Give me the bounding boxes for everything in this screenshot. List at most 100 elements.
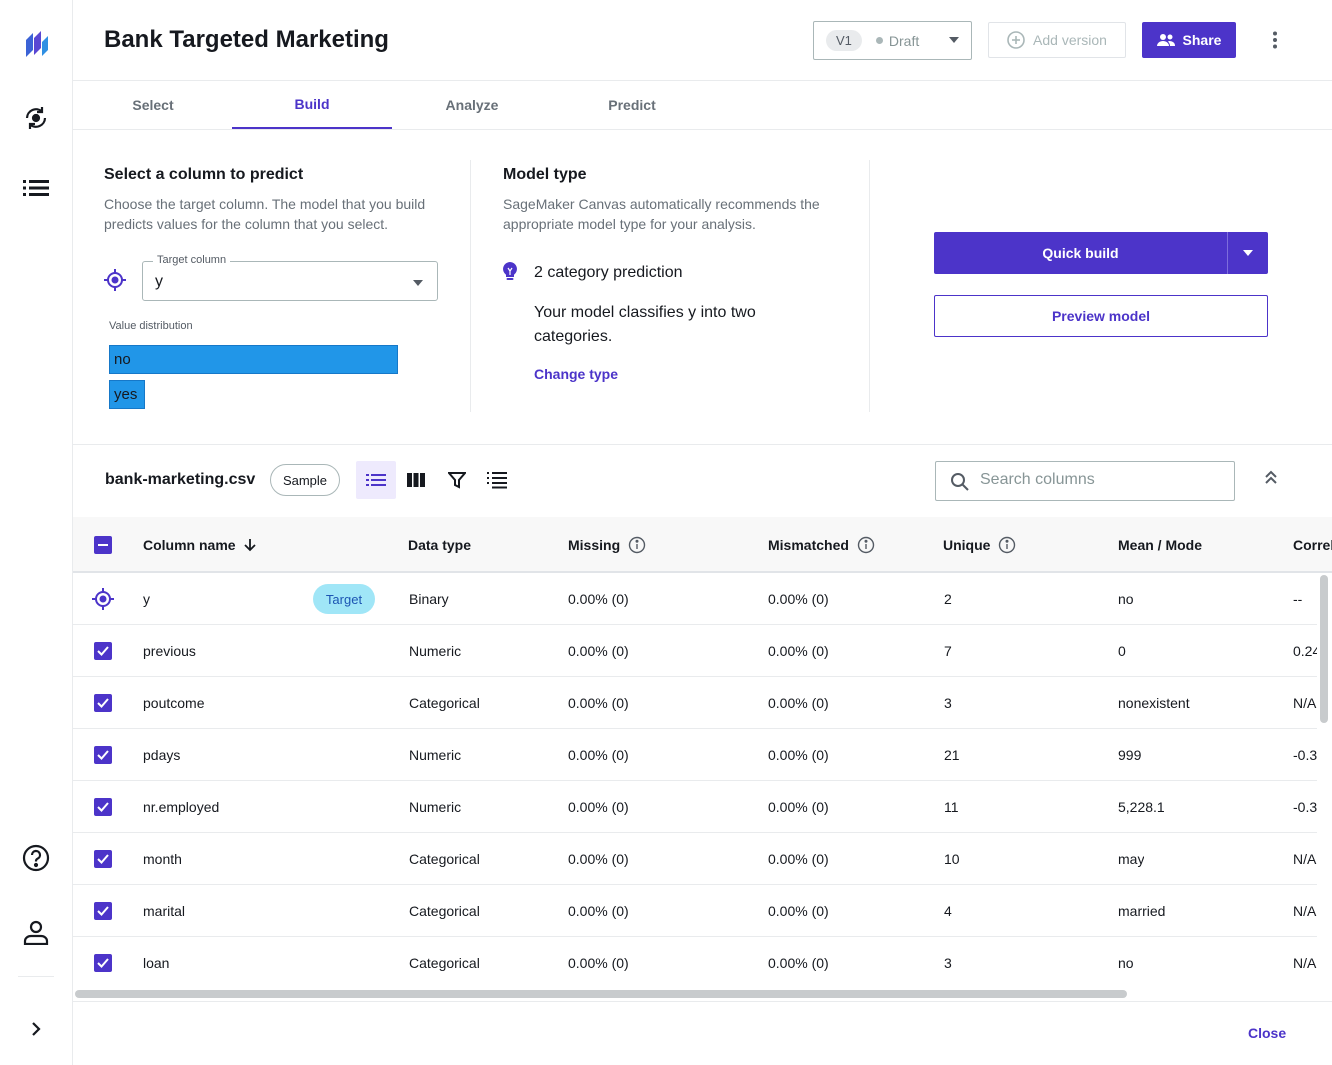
cell-data-type: Categorical (409, 903, 480, 919)
expand-icon[interactable] (20, 1013, 52, 1045)
models-icon[interactable] (20, 102, 52, 134)
list-view-icon (366, 474, 386, 486)
info-icon[interactable] (857, 536, 875, 554)
status-dot-icon (875, 37, 883, 44)
table-header: Column name Data type Missing Mismatched… (73, 517, 1332, 573)
datasets-icon[interactable] (20, 172, 52, 204)
cell-mismatched: 0.00% (0) (768, 903, 829, 919)
cell-data-type: Numeric (409, 643, 462, 659)
cell-mean-mode: 999 (1118, 747, 1142, 763)
model-type-section: Model type SageMaker Canvas automaticall… (503, 160, 843, 234)
target-badge: Target (313, 584, 375, 614)
cell-correlation: N/A (1293, 851, 1317, 867)
column-header-label: Missing (568, 537, 621, 553)
column-header-label: Unique (943, 537, 991, 553)
model-type-description: SageMaker Canvas automatically recommend… (503, 196, 820, 232)
info-icon[interactable] (998, 536, 1016, 554)
cell-unique: 10 (944, 851, 960, 867)
column-header-correlation[interactable]: Correl (1293, 517, 1332, 573)
column-header-label: Data type (408, 537, 472, 553)
cell-mismatched: 0.00% (0) (768, 851, 829, 867)
collapse-icon[interactable] (1263, 469, 1279, 490)
row-checkbox[interactable] (94, 746, 112, 764)
table-row[interactable]: marital Categorical 0.00% (0) 0.00% (0) … (73, 885, 1317, 937)
grid-view-button[interactable] (396, 461, 436, 499)
table-row[interactable]: nr.employed Numeric 0.00% (0) 0.00% (0) … (73, 781, 1317, 833)
close-button[interactable]: Close (1248, 1025, 1287, 1041)
cell-data-type: Binary (409, 591, 449, 607)
more-options-icon[interactable] (1263, 28, 1287, 52)
share-label: Share (1182, 32, 1222, 48)
tab-select[interactable]: Select (132, 97, 174, 113)
vertical-scrollbar[interactable] (1320, 575, 1328, 723)
tab-build[interactable]: Build (232, 81, 392, 129)
table-row[interactable]: y Target Binary 0.00% (0) 0.00% (0) 2 no… (73, 573, 1317, 625)
column-header-mismatched[interactable]: Mismatched (768, 517, 875, 573)
horizontal-scrollbar[interactable] (75, 990, 1127, 998)
target-column-select[interactable]: Target column y (142, 254, 438, 301)
distribution-bar-yes: yes (109, 380, 145, 409)
column-header-name[interactable]: Column name (143, 517, 256, 573)
tab-predict[interactable]: Predict (608, 97, 656, 113)
table-row[interactable]: poutcome Categorical 0.00% (0) 0.00% (0)… (73, 677, 1317, 729)
build-options-chevron-icon[interactable] (1243, 250, 1253, 256)
logo-icon[interactable] (20, 28, 52, 60)
list-view-button[interactable] (356, 461, 396, 499)
check-icon (97, 906, 109, 916)
table-row[interactable]: loan Categorical 0.00% (0) 0.00% (0) 3 n… (73, 937, 1317, 987)
share-button[interactable]: Share (1142, 22, 1236, 58)
cell-data-type: Numeric (409, 799, 462, 815)
target-section: Select a column to predict Choose the ta… (104, 160, 449, 234)
cell-unique: 3 (944, 695, 952, 711)
user-icon[interactable] (20, 916, 52, 948)
filter-button[interactable] (437, 461, 477, 499)
distribution-label: yes (114, 386, 138, 403)
cell-mismatched: 0.00% (0) (768, 747, 829, 763)
target-column-value: y (155, 273, 163, 290)
tab-analyze[interactable]: Analyze (445, 97, 499, 113)
column-header-type[interactable]: Data type (408, 517, 471, 573)
cell-mismatched: 0.00% (0) (768, 591, 829, 607)
sample-badge[interactable]: Sample (270, 464, 340, 496)
preview-model-button[interactable]: Preview model (934, 295, 1268, 337)
column-header-unique[interactable]: Unique (943, 517, 1016, 573)
divider (470, 160, 471, 412)
info-icon[interactable] (628, 536, 646, 554)
select-all-checkbox[interactable] (94, 536, 112, 554)
row-checkbox[interactable] (94, 902, 112, 920)
numbered-list-icon (487, 472, 507, 489)
cell-mismatched: 0.00% (0) (768, 799, 829, 815)
model-type-detail: Your model classifies y into two categor… (534, 304, 756, 345)
quick-build-button[interactable]: Quick build (934, 232, 1268, 274)
row-checkbox[interactable] (94, 798, 112, 816)
cell-data-type: Categorical (409, 695, 480, 711)
row-checkbox[interactable] (94, 954, 112, 972)
help-icon[interactable] (20, 842, 52, 874)
search-columns-field[interactable] (935, 461, 1235, 501)
cell-mean-mode: no (1118, 591, 1134, 607)
cell-mismatched: 0.00% (0) (768, 695, 829, 711)
cell-column-name: month (143, 851, 182, 867)
table-row[interactable]: month Categorical 0.00% (0) 0.00% (0) 10… (73, 833, 1317, 885)
cell-correlation: -0.3 (1293, 747, 1317, 763)
filter-icon (448, 472, 466, 489)
cell-mean-mode: married (1118, 903, 1166, 919)
row-checkbox[interactable] (94, 850, 112, 868)
row-checkbox[interactable] (94, 694, 112, 712)
cell-mean-mode: no (1118, 955, 1134, 971)
column-header-mean-mode[interactable]: Mean / Mode (1118, 517, 1202, 573)
cell-data-type: Categorical (409, 955, 480, 971)
table-row[interactable]: previous Numeric 0.00% (0) 0.00% (0) 7 0… (73, 625, 1317, 677)
version-select[interactable]: V1 Draft (813, 21, 972, 60)
search-input[interactable] (980, 471, 1220, 489)
change-type-link[interactable]: Change type (534, 366, 619, 382)
row-checkbox[interactable] (94, 642, 112, 660)
add-version-button[interactable]: Add version (988, 22, 1126, 58)
dataset-name: bank-marketing.csv (105, 471, 256, 488)
cell-missing: 0.00% (0) (568, 643, 629, 659)
column-header-missing[interactable]: Missing (568, 517, 646, 573)
table-row[interactable]: pdays Numeric 0.00% (0) 0.00% (0) 21 999… (73, 729, 1317, 781)
column-list-button[interactable] (477, 461, 517, 499)
cell-missing: 0.00% (0) (568, 695, 629, 711)
search-icon (951, 473, 969, 491)
